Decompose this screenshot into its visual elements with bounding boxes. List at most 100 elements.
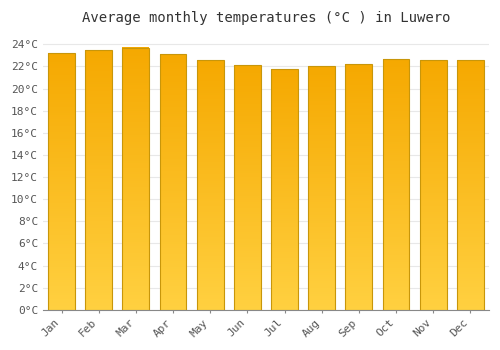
Bar [160, 88, 186, 90]
Bar [346, 93, 372, 95]
Bar [457, 308, 483, 310]
Bar [308, 99, 335, 101]
Bar [160, 180, 186, 182]
Bar [382, 303, 409, 306]
Bar [271, 145, 298, 147]
Bar [457, 102, 483, 104]
Bar [346, 152, 372, 154]
Bar [122, 290, 149, 292]
Bar [122, 201, 149, 203]
Bar [457, 239, 483, 241]
Bar [48, 246, 75, 248]
Bar [86, 268, 112, 271]
Bar [48, 196, 75, 198]
Bar [308, 212, 335, 215]
Bar [308, 119, 335, 121]
Bar [420, 112, 446, 114]
Bar [234, 181, 260, 183]
Bar [308, 294, 335, 296]
Bar [457, 229, 483, 231]
Bar [457, 235, 483, 237]
Bar [420, 241, 446, 243]
Bar [197, 118, 224, 120]
Bar [420, 158, 446, 160]
Bar [346, 66, 372, 68]
Bar [197, 270, 224, 272]
Bar [197, 199, 224, 202]
Bar [122, 137, 149, 139]
Bar [346, 162, 372, 164]
Bar [160, 154, 186, 156]
Bar [160, 201, 186, 203]
Bar [346, 136, 372, 138]
Bar [420, 181, 446, 183]
Bar [271, 201, 298, 203]
Bar [197, 141, 224, 143]
Bar [420, 216, 446, 218]
Bar [308, 117, 335, 119]
Bar [86, 139, 112, 141]
Bar [271, 181, 298, 183]
Bar [122, 91, 149, 93]
Bar [86, 128, 112, 130]
Bar [122, 253, 149, 255]
Bar [382, 58, 409, 61]
Bar [86, 212, 112, 215]
Bar [346, 291, 372, 294]
Bar [160, 120, 186, 122]
Bar [457, 205, 483, 208]
Bar [457, 147, 483, 149]
Bar [48, 70, 75, 72]
Bar [48, 260, 75, 263]
Bar [122, 196, 149, 198]
Bar [160, 163, 186, 165]
Bar [160, 276, 186, 278]
Bar [122, 251, 149, 253]
Bar [308, 78, 335, 81]
Bar [48, 128, 75, 130]
Bar [48, 113, 75, 115]
Bar [160, 306, 186, 308]
Bar [86, 260, 112, 262]
Bar [420, 85, 446, 87]
Bar [457, 110, 483, 112]
Bar [234, 167, 260, 169]
Bar [234, 220, 260, 222]
Bar [346, 158, 372, 160]
Bar [382, 201, 409, 203]
Bar [382, 306, 409, 308]
Bar [160, 188, 186, 190]
Bar [308, 137, 335, 139]
Bar [346, 271, 372, 273]
Bar [346, 183, 372, 185]
Bar [86, 54, 112, 56]
Bar [160, 208, 186, 210]
Bar [122, 211, 149, 214]
Bar [271, 203, 298, 205]
Bar [271, 123, 298, 125]
Bar [86, 110, 112, 113]
Bar [234, 293, 260, 296]
Bar [160, 178, 186, 180]
Bar [271, 231, 298, 233]
Bar [382, 86, 409, 88]
Bar [271, 71, 298, 73]
Bar [48, 160, 75, 162]
Bar [197, 62, 224, 64]
Bar [420, 66, 446, 68]
Bar [48, 198, 75, 201]
Bar [457, 107, 483, 110]
Bar [160, 58, 186, 61]
Bar [308, 215, 335, 217]
Bar [271, 300, 298, 302]
Bar [197, 287, 224, 289]
Bar [420, 78, 446, 81]
Bar [86, 164, 112, 167]
Bar [160, 257, 186, 259]
Bar [346, 124, 372, 126]
Bar [382, 128, 409, 130]
Bar [308, 226, 335, 229]
Bar [346, 273, 372, 275]
Bar [48, 102, 75, 105]
Bar [382, 124, 409, 126]
